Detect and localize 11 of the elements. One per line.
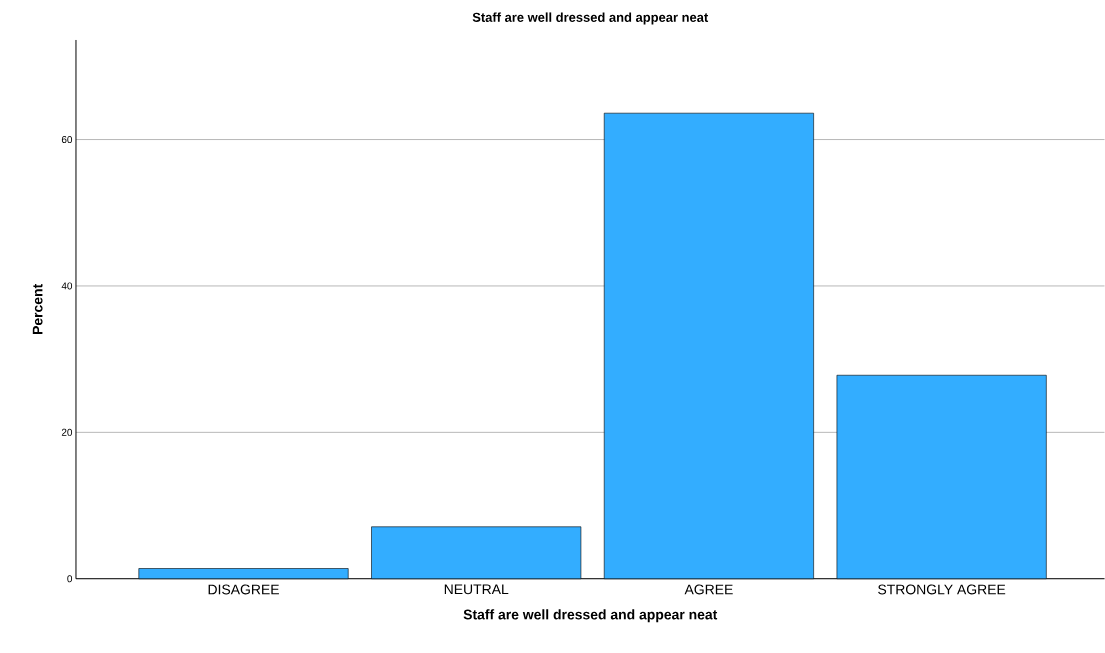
x-axis-title: Staff are well dressed and appear neat bbox=[463, 609, 718, 623]
y-tick-label: 60 bbox=[61, 136, 73, 144]
x-tick-label: NEUTRAL bbox=[444, 584, 509, 595]
y-tick-label: 40 bbox=[61, 282, 73, 290]
x-tick-label: STRONGLY AGREE bbox=[878, 584, 1006, 595]
y-tick-label: 0 bbox=[67, 575, 73, 583]
y-tick-label: 20 bbox=[61, 428, 73, 437]
y-axis-title: Percent bbox=[32, 284, 43, 335]
x-tick-label: DISAGREE bbox=[208, 584, 279, 595]
x-tick-label: AGREE bbox=[684, 584, 733, 595]
chart-title: Staff are well dressed and appear neat bbox=[472, 12, 709, 25]
